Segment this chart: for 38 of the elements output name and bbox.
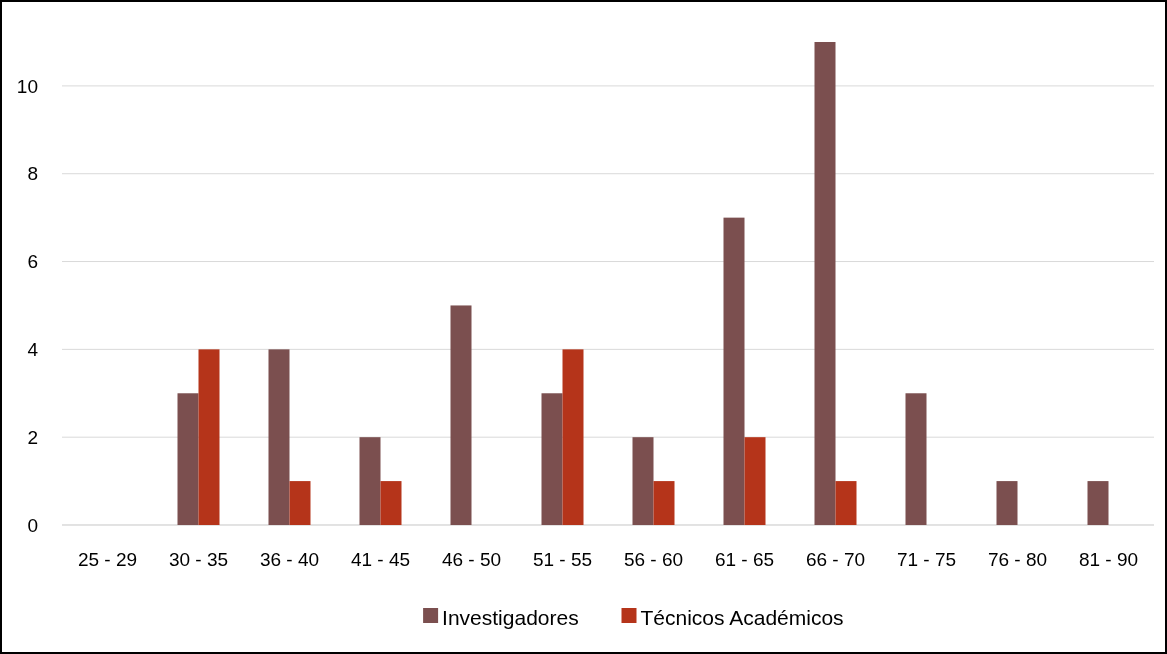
y-tick-label: 10 — [16, 75, 38, 97]
x-tick-label: 36 - 40 — [259, 549, 320, 570]
bar — [359, 437, 381, 525]
y-tick-label: 8 — [27, 163, 38, 185]
bar — [744, 437, 766, 525]
x-tick-label: 71 - 75 — [896, 549, 957, 570]
x-tick-label: 25 - 29 — [77, 549, 138, 570]
bar — [268, 349, 290, 525]
y-tick-label: 6 — [27, 251, 38, 273]
bar — [905, 393, 927, 525]
x-tick-label: 61 - 65 — [714, 549, 775, 570]
bar — [450, 305, 472, 525]
bar — [562, 349, 584, 525]
x-tick-label: 51 - 55 — [532, 549, 593, 570]
bar — [814, 42, 836, 525]
x-tick-label: 76 - 80 — [987, 549, 1048, 570]
bar — [198, 349, 220, 525]
y-tick-label: 4 — [27, 339, 39, 361]
x-tick-label: 81 - 90 — [1078, 549, 1139, 570]
bar — [632, 437, 654, 525]
bar — [541, 393, 563, 525]
bar — [380, 481, 402, 525]
bar — [835, 481, 857, 525]
y-tick-label: 0 — [27, 514, 38, 536]
y-tick-label: 2 — [27, 426, 38, 448]
x-tick-label: 46 - 50 — [441, 549, 502, 570]
bar — [177, 393, 199, 525]
x-tick-label: 30 - 35 — [168, 549, 229, 570]
x-tick-label: 56 - 60 — [623, 549, 684, 570]
bar — [1087, 481, 1109, 525]
bar — [289, 481, 311, 525]
legend-label: Técnicos Académicos — [640, 606, 844, 630]
legend-label: Investigadores — [442, 606, 579, 630]
x-tick-label: 41 - 45 — [350, 549, 411, 570]
bar — [996, 481, 1018, 525]
bar — [653, 481, 675, 525]
bar — [723, 217, 745, 525]
x-tick-label: 66 - 70 — [805, 549, 866, 570]
